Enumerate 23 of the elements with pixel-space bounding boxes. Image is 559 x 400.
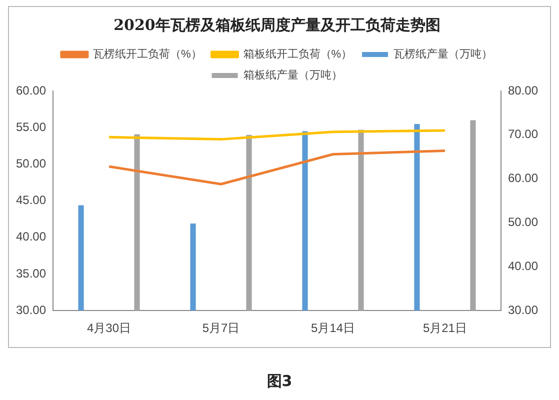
y-tick-label: 60.00	[16, 83, 46, 98]
x-tick-label: 5月14日	[310, 321, 356, 336]
y2-tick-label: 30.00	[508, 302, 538, 317]
y2-tick-label: 40.00	[508, 258, 538, 273]
x-tick-label: 5月7日	[202, 321, 240, 336]
legend-label: 箱板纸开工负荷（%）	[243, 48, 352, 61]
y2-tick-label: 70.00	[508, 127, 538, 142]
y-tick-label: 55.00	[16, 120, 46, 134]
y-tick-label: 30.00	[16, 302, 46, 317]
y-tick-label: 50.00	[16, 156, 46, 171]
chart-title: 2020年瓦楞及箱板纸周度产量及开工负荷走势图	[114, 16, 440, 34]
y-tick-label: 35.00	[16, 266, 46, 280]
y2-tick-label: 80.00	[508, 83, 538, 98]
y-tick-label: 40.00	[16, 230, 46, 244]
legend-label: 瓦楞纸开工负荷（%）	[92, 48, 202, 61]
legend-label: 箱板纸产量（万吨）	[243, 68, 342, 82]
x-tick-label: 5月21日	[422, 321, 467, 336]
y2-tick-label: 50.00	[508, 215, 538, 230]
x-tick-label: 4月30日	[87, 321, 132, 336]
y2-tick-label: 60.00	[508, 171, 538, 186]
caption: 图3	[266, 372, 294, 391]
legend-label: 瓦楞纸产量（万吨）	[394, 48, 493, 61]
y-tick-label: 45.00	[16, 193, 46, 208]
